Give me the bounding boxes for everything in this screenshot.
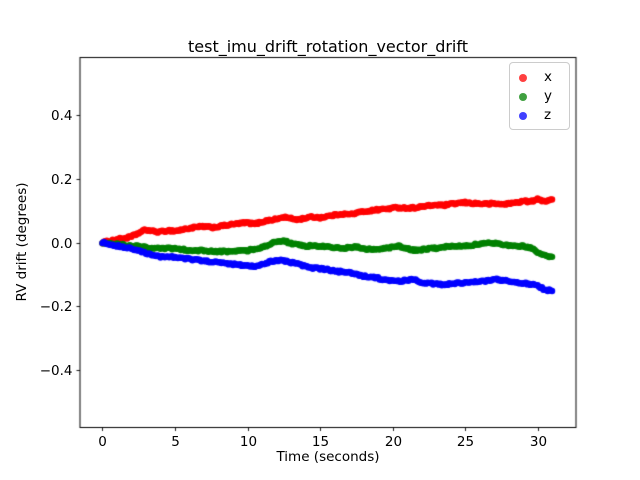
legend-entry-y: y xyxy=(510,87,569,106)
legend-marker-z-icon xyxy=(519,111,527,120)
legend-label-z: z xyxy=(544,106,552,123)
x-tick-label: 20 xyxy=(384,434,403,450)
y-axis-label: RV drift (degrees) xyxy=(14,182,30,302)
y-tick-label: 0.0 xyxy=(51,235,73,252)
y-tick-label: 0.2 xyxy=(51,171,73,188)
x-tick-label: 10 xyxy=(239,434,258,450)
legend-label-y: y xyxy=(544,87,552,104)
legend-marker-x-icon xyxy=(519,73,527,82)
x-tick-label: 0 xyxy=(98,434,107,450)
x-tick-label: 5 xyxy=(171,434,180,450)
legend-marker-y-icon xyxy=(519,92,527,101)
chart-title: test_imu_drift_rotation_vector_drift xyxy=(188,37,468,56)
legend-label-x: x xyxy=(544,68,552,85)
x-tick-label: 15 xyxy=(311,434,330,450)
x-axis-label: Time (seconds) xyxy=(276,449,380,465)
legend-entry-x: x xyxy=(510,68,569,87)
x-tick-label: 30 xyxy=(529,434,548,450)
legend: x y z xyxy=(509,62,570,130)
legend-entry-z: z xyxy=(510,106,569,125)
y-tick-label: 0.4 xyxy=(51,107,73,124)
x-tick-label: 25 xyxy=(456,434,475,450)
y-tick-label: −0.2 xyxy=(39,298,73,315)
y-tick-label: −0.4 xyxy=(39,362,73,379)
